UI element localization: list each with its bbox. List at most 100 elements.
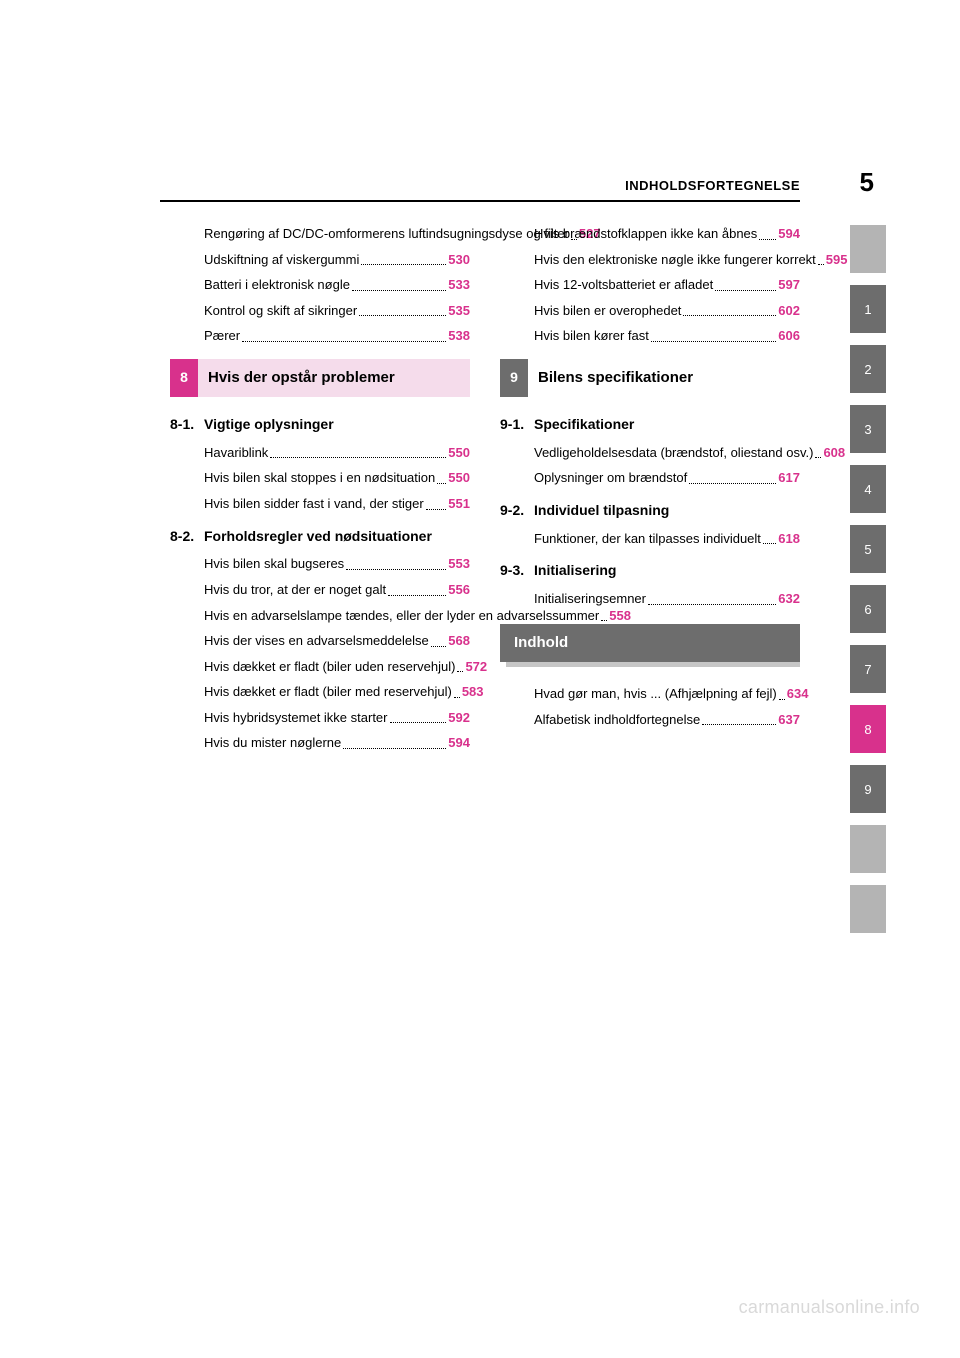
side-tab-blank [850,825,886,873]
toc-entry: Vedligeholdelsesdata (brændstof, oliesta… [534,444,800,462]
toc-page[interactable]: 618 [778,530,800,548]
leader-dots [648,604,776,605]
chapter-number: 9 [500,359,528,397]
toc-text: Hvis du tror, at der er noget galt [204,581,386,599]
leader-dots [346,569,446,570]
toc-entry: Rengøring af DC/DC-omformerens luftindsu… [204,225,470,243]
index-entries: Hvad gør man, hvis ... (Afhjælpning af f… [500,685,800,728]
toc-page[interactable]: 568 [448,632,470,650]
toc-page[interactable]: 583 [462,683,484,701]
toc-page[interactable]: 595 [826,251,848,269]
toc-entry: Udskiftning af viskergummi 530 [204,251,470,269]
toc-text: Hvis dækket er fladt (biler med reserveh… [204,683,452,701]
toc-entry: Pærer 538 [204,327,470,345]
toc-page[interactable]: 594 [448,734,470,752]
toc-page[interactable]: 637 [778,711,800,729]
page: INDHOLDSFORTEGNELSE 5 Rengøring af DC/DC… [0,0,960,1358]
side-tab-9[interactable]: 9 [850,765,886,813]
toc-page[interactable]: 533 [448,276,470,294]
right-continuation-block: Hvis brændstofklappen ikke kan åbnes 594… [500,225,800,345]
toc-page[interactable]: 530 [448,251,470,269]
toc-text: Oplysninger om brændstof [534,469,687,487]
toc-entry: Hvis bilen skal bugseres 553 [204,555,470,573]
section-8-1-heading: 8-1.Vigtige oplysninger [170,415,470,434]
toc-page[interactable]: 634 [787,685,809,703]
leader-dots [426,509,447,510]
header-title: INDHOLDSFORTEGNELSE [625,178,800,193]
side-tab-6[interactable]: 6 [850,585,886,633]
toc-page[interactable]: 550 [448,469,470,487]
side-tab-7[interactable]: 7 [850,645,886,693]
toc-entry: Hvis du mister nøglerne 594 [204,734,470,752]
toc-text: Pærer [204,327,240,345]
side-tab-5[interactable]: 5 [850,525,886,573]
section-9-2-entries: Funktioner, der kan tilpasses individuel… [500,530,800,548]
toc-text: Vedligeholdelsesdata (brændstof, oliesta… [534,444,813,462]
section-9-3-entries: Initialiseringsemner 632 [500,590,800,608]
leader-dots [702,724,776,725]
side-tab-3[interactable]: 3 [850,405,886,453]
toc-page[interactable]: 553 [448,555,470,573]
leader-dots [388,595,446,596]
watermark: carmanualsonline.info [739,1297,920,1318]
toc-entry: Hvis bilen sidder fast i vand, der stige… [204,495,470,513]
toc-text: Hvis dækket er fladt (biler uden reserve… [204,658,455,676]
toc-page[interactable]: 597 [778,276,800,294]
leader-dots [437,483,446,484]
chapter-8-bar: 8 Hvis der opstår problemer [170,359,470,397]
leader-dots [361,264,446,265]
toc-page[interactable]: 550 [448,444,470,462]
leader-dots [359,315,446,316]
toc-entry: Initialiseringsemner 632 [534,590,800,608]
side-tab-2[interactable]: 2 [850,345,886,393]
leader-dots [270,457,446,458]
toc-entry: Hvad gør man, hvis ... (Afhjælpning af f… [534,685,800,703]
toc-text: Udskiftning af viskergummi [204,251,359,269]
toc-entry: Hvis en advarselslampe tændes, eller der… [204,607,470,625]
chapter-title: Hvis der opstår problemer [198,359,470,397]
toc-entry: Hvis du tror, at der er noget galt 556 [204,581,470,599]
toc-entry: Hvis den elektroniske nøgle ikke fungere… [534,251,800,269]
toc-page[interactable]: 608 [823,444,845,462]
toc-text: Initialiseringsemner [534,590,646,608]
toc-page[interactable]: 602 [778,302,800,320]
side-tab-4[interactable]: 4 [850,465,886,513]
side-tab-8[interactable]: 8 [850,705,886,753]
toc-page[interactable]: 617 [778,469,800,487]
toc-entry: Alfabetisk indholdfortegnelse 637 [534,711,800,729]
toc-entry: Batteri i elektronisk nøgle 533 [204,276,470,294]
toc-text: Hvis der vises en advarselsmeddelelse [204,632,429,650]
toc-entry: Funktioner, der kan tilpasses individuel… [534,530,800,548]
toc-page[interactable]: 572 [465,658,487,676]
toc-entry: Oplysninger om brændstof 617 [534,469,800,487]
section-8-1-entries: Havariblink 550 Hvis bilen skal stoppes … [170,444,470,513]
toc-text: Hvis bilen skal stoppes i en nødsituatio… [204,469,435,487]
toc-entry: Hvis dækket er fladt (biler med reserveh… [204,683,470,701]
toc-page[interactable]: 592 [448,709,470,727]
chapter-title: Bilens specifikationer [528,359,800,397]
toc-text: Batteri i elektronisk nøgle [204,276,350,294]
header-page-number: 5 [860,167,874,198]
leader-dots [689,483,776,484]
toc-page[interactable]: 551 [448,495,470,513]
toc-page[interactable]: 606 [778,327,800,345]
toc-page[interactable]: 535 [448,302,470,320]
toc-text: Havariblink [204,444,268,462]
toc-text: Hvis den elektroniske nøgle ikke fungere… [534,251,816,269]
leader-dots [779,699,785,700]
leader-dots [352,290,446,291]
toc-entry: Hvis bilen kører fast 606 [534,327,800,345]
side-tab-1[interactable]: 1 [850,285,886,333]
toc-page[interactable]: 556 [448,581,470,599]
side-tabs: 1 2 3 4 5 6 7 8 9 [850,225,886,945]
chapter-9-bar: 9 Bilens specifikationer [500,359,800,397]
section-9-2-heading: 9-2.Individuel tilpasning [500,501,800,520]
leader-dots [818,264,824,265]
toc-page[interactable]: 632 [778,590,800,608]
toc-entry: Havariblink 550 [204,444,470,462]
toc-entry: Hvis dækket er fladt (biler uden reserve… [204,658,470,676]
chapter-number: 8 [170,359,198,397]
toc-page[interactable]: 538 [448,327,470,345]
section-9-3-heading: 9-3.Initialisering [500,561,800,580]
toc-page[interactable]: 594 [778,225,800,243]
